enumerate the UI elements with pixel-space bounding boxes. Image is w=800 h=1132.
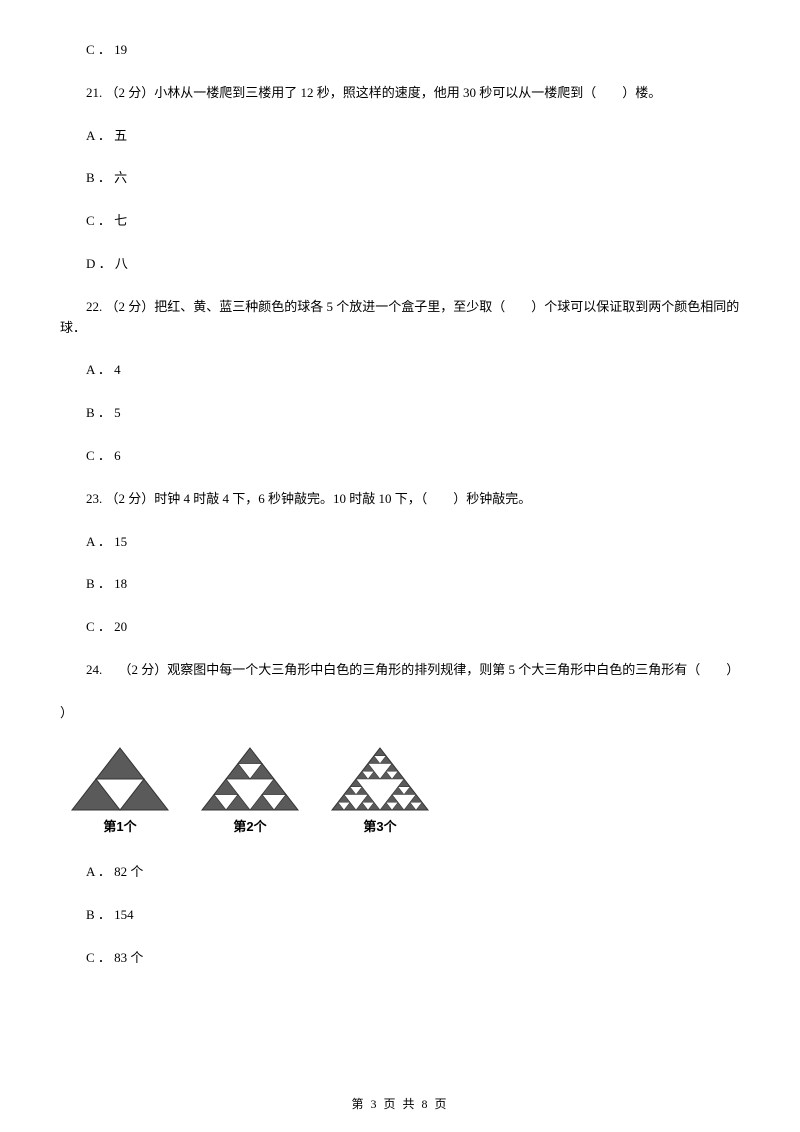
page-footer: 第 3 页 共 8 页 (0, 1095, 800, 1114)
q24-option-c: C ． 83 个 (60, 948, 740, 969)
q21-option-c: C ． 七 (60, 211, 740, 232)
q21-stem: 21. （2 分）小林从一楼爬到三楼用了 12 秒，照这样的速度，他用 30 秒… (60, 83, 740, 104)
q24-fig3: 第3个 (330, 746, 430, 838)
q23-option-c: C ． 20 (60, 617, 740, 638)
q24-fig2-label: 第2个 (200, 817, 300, 838)
q24-stem: 24. （2 分）观察图中每一个大三角形中白色的三角形的排列规律，则第 5 个大… (60, 660, 740, 681)
q24-option-b: B ． 154 (60, 905, 740, 926)
q21-option-a: A ． 五 (60, 126, 740, 147)
q20-option-c: C ． 19 (60, 40, 740, 61)
q24-figures: 第1个 第2个 第3个 (70, 746, 740, 838)
q24-fig1: 第1个 (70, 746, 170, 838)
q24-fig2: 第2个 (200, 746, 300, 838)
q23-option-b: B ． 18 (60, 574, 740, 595)
q22-stem: 22. （2 分）把红、黄、蓝三种颜色的球各 5 个放进一个盒子里，至少取（ ）… (60, 297, 740, 339)
q24-fig1-label: 第1个 (70, 817, 170, 838)
triangle-3-icon (330, 746, 430, 812)
q24-paren: ） (60, 703, 740, 724)
q22-option-c: C ． 6 (60, 446, 740, 467)
q22-option-b: B ． 5 (60, 403, 740, 424)
q21-option-b: B ． 六 (60, 168, 740, 189)
triangle-2-icon (200, 746, 300, 812)
q21-option-d: D ． 八 (60, 254, 740, 275)
q22-option-a: A ． 4 (60, 360, 740, 381)
triangle-1-icon (70, 746, 170, 812)
q23-stem: 23. （2 分）时钟 4 时敲 4 下，6 秒钟敲完。10 时敲 10 下，（… (60, 489, 740, 510)
q23-option-a: A ． 15 (60, 532, 740, 553)
q24-fig3-label: 第3个 (330, 817, 430, 838)
q24-option-a: A ． 82 个 (60, 862, 740, 883)
